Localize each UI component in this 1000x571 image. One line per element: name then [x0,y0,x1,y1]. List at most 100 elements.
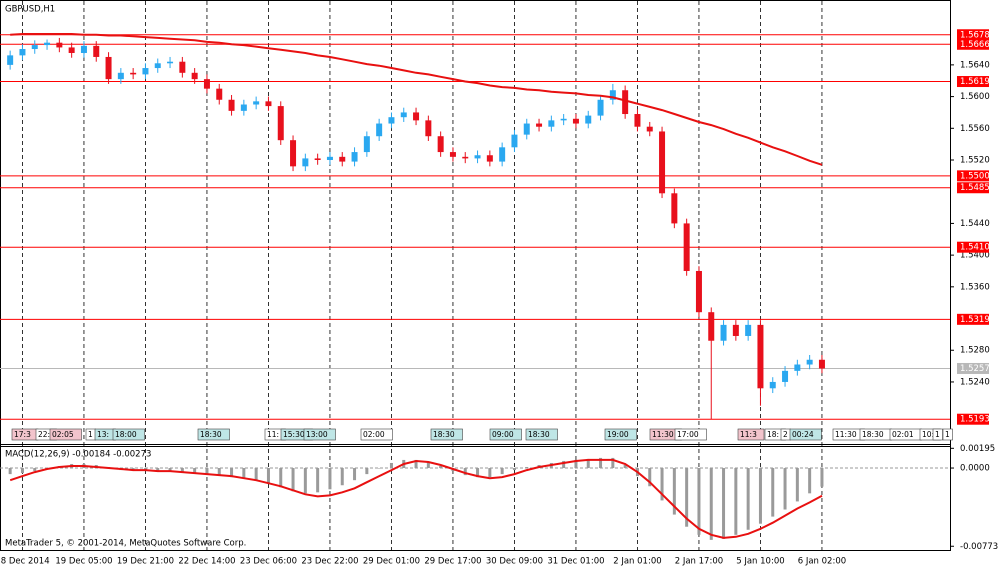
x-tick-label: 30 Dec 09:00 [486,557,543,567]
macd-bar [316,468,320,493]
candle-body [659,131,666,194]
event-tag: 19:00 [607,430,629,439]
candle-body [413,112,420,121]
candle-body [560,118,567,121]
level-line-label-box [957,313,989,325]
event-tag-box [674,428,707,441]
candle-body [265,101,272,107]
candle-body [622,90,629,115]
macd-bar [586,458,590,469]
x-tick-label: 19 Dec 05:00 [55,557,112,567]
y-tick-label: 1.5560 [960,124,990,134]
candle-body [474,155,481,159]
macd-bar [623,465,627,469]
moving-average [10,33,823,166]
y-tick-label: 1.5240 [960,377,990,387]
candle-body [179,61,186,73]
candle-body [609,90,616,100]
macd-bar [291,468,295,492]
candle-body [511,134,518,148]
macd-bar [156,468,160,472]
event-tag: 17:00 [677,430,699,439]
macd-bar [377,468,381,469]
macd-bar [476,468,480,478]
event-tag: 18:30 [200,430,222,439]
footer: MetaTrader 5, © 2001-2014, MetaQuotes So… [5,539,246,549]
candle-body [449,152,456,157]
candle-body [68,47,75,53]
macd-bar [500,468,504,475]
candle-body [314,158,321,160]
candle-body [634,114,641,127]
candle-body [228,99,235,111]
macd-bar [722,468,726,539]
candle-body [277,106,284,141]
y-tick-label: 1.5440 [960,219,990,229]
macd-bar [143,468,147,471]
level-line-label: 1.5500 [960,171,990,181]
event-tag: 13: [97,430,109,439]
candle-body [376,123,383,137]
candle-body [720,324,727,341]
candle-body [117,72,124,80]
event-tag: 11:30 [835,430,857,439]
candle-body [523,123,530,135]
y-tick-label: 1.5280 [960,346,990,356]
candle-body [486,155,493,162]
candle-body [499,147,506,162]
event-tag: 13:00 [306,430,328,439]
macd-bar [648,468,652,487]
macd-bar [279,468,283,488]
candle-body [31,45,38,50]
candle-body [400,112,407,118]
candle-body [93,45,100,57]
event-tag: 2 [783,430,788,439]
symbol-title: GBPUSD,H1 [5,5,55,15]
y-tick-label: -0.00773 [960,542,998,552]
event-tag-box [525,428,558,441]
event-tag-box [430,428,463,441]
candle-body [818,359,825,369]
event-tag: 18:00 [115,430,137,439]
macd-bar [574,459,578,469]
y-tick-label: 1.5520 [960,156,990,166]
level-line-label-box [957,182,989,194]
event-tag: 18:30 [433,430,455,439]
macd-bar [303,468,307,494]
candle-body [683,223,690,271]
macd-bar [795,468,799,502]
level-line-label: 1.5485 [960,183,990,193]
candle-body [363,136,370,153]
macd-bar [697,468,701,535]
x-tick-label: 5 Jan 10:00 [736,557,784,567]
x-tick-label: 2 Jan 01:00 [613,557,661,567]
x-tick-label: 22 Dec 14:00 [178,557,235,567]
candle-body [130,72,137,75]
macd-bar [488,468,492,478]
event-tag: 02:00 [363,430,385,439]
level-line-label: 1.5319 [960,315,990,325]
macd-bar [660,468,664,501]
macd-bar [611,457,615,469]
macd-bar [771,468,775,517]
event-tag-box [932,428,943,441]
macd-bar [599,457,603,469]
level-line-label: 1.5666 [960,40,990,50]
level-line-label: 1.5678 [960,30,990,40]
level-line-label: 1.5193 [960,415,990,425]
macd-bar [168,468,172,472]
level-line-label: 1.5410 [960,243,990,253]
level-line-label-box [957,413,989,425]
event-tag: 00:24 [792,430,814,439]
current-price-line-label-box [957,362,989,374]
candle-body [351,152,358,162]
candle-body [548,120,555,127]
macd-bar [205,468,209,475]
macd-bar [131,468,135,471]
current-price-line-label: 1.5257 [960,364,990,374]
level-line-label-box [957,76,989,88]
candle-body [782,370,789,382]
macd-bar [266,468,270,484]
candle-body [708,312,715,341]
